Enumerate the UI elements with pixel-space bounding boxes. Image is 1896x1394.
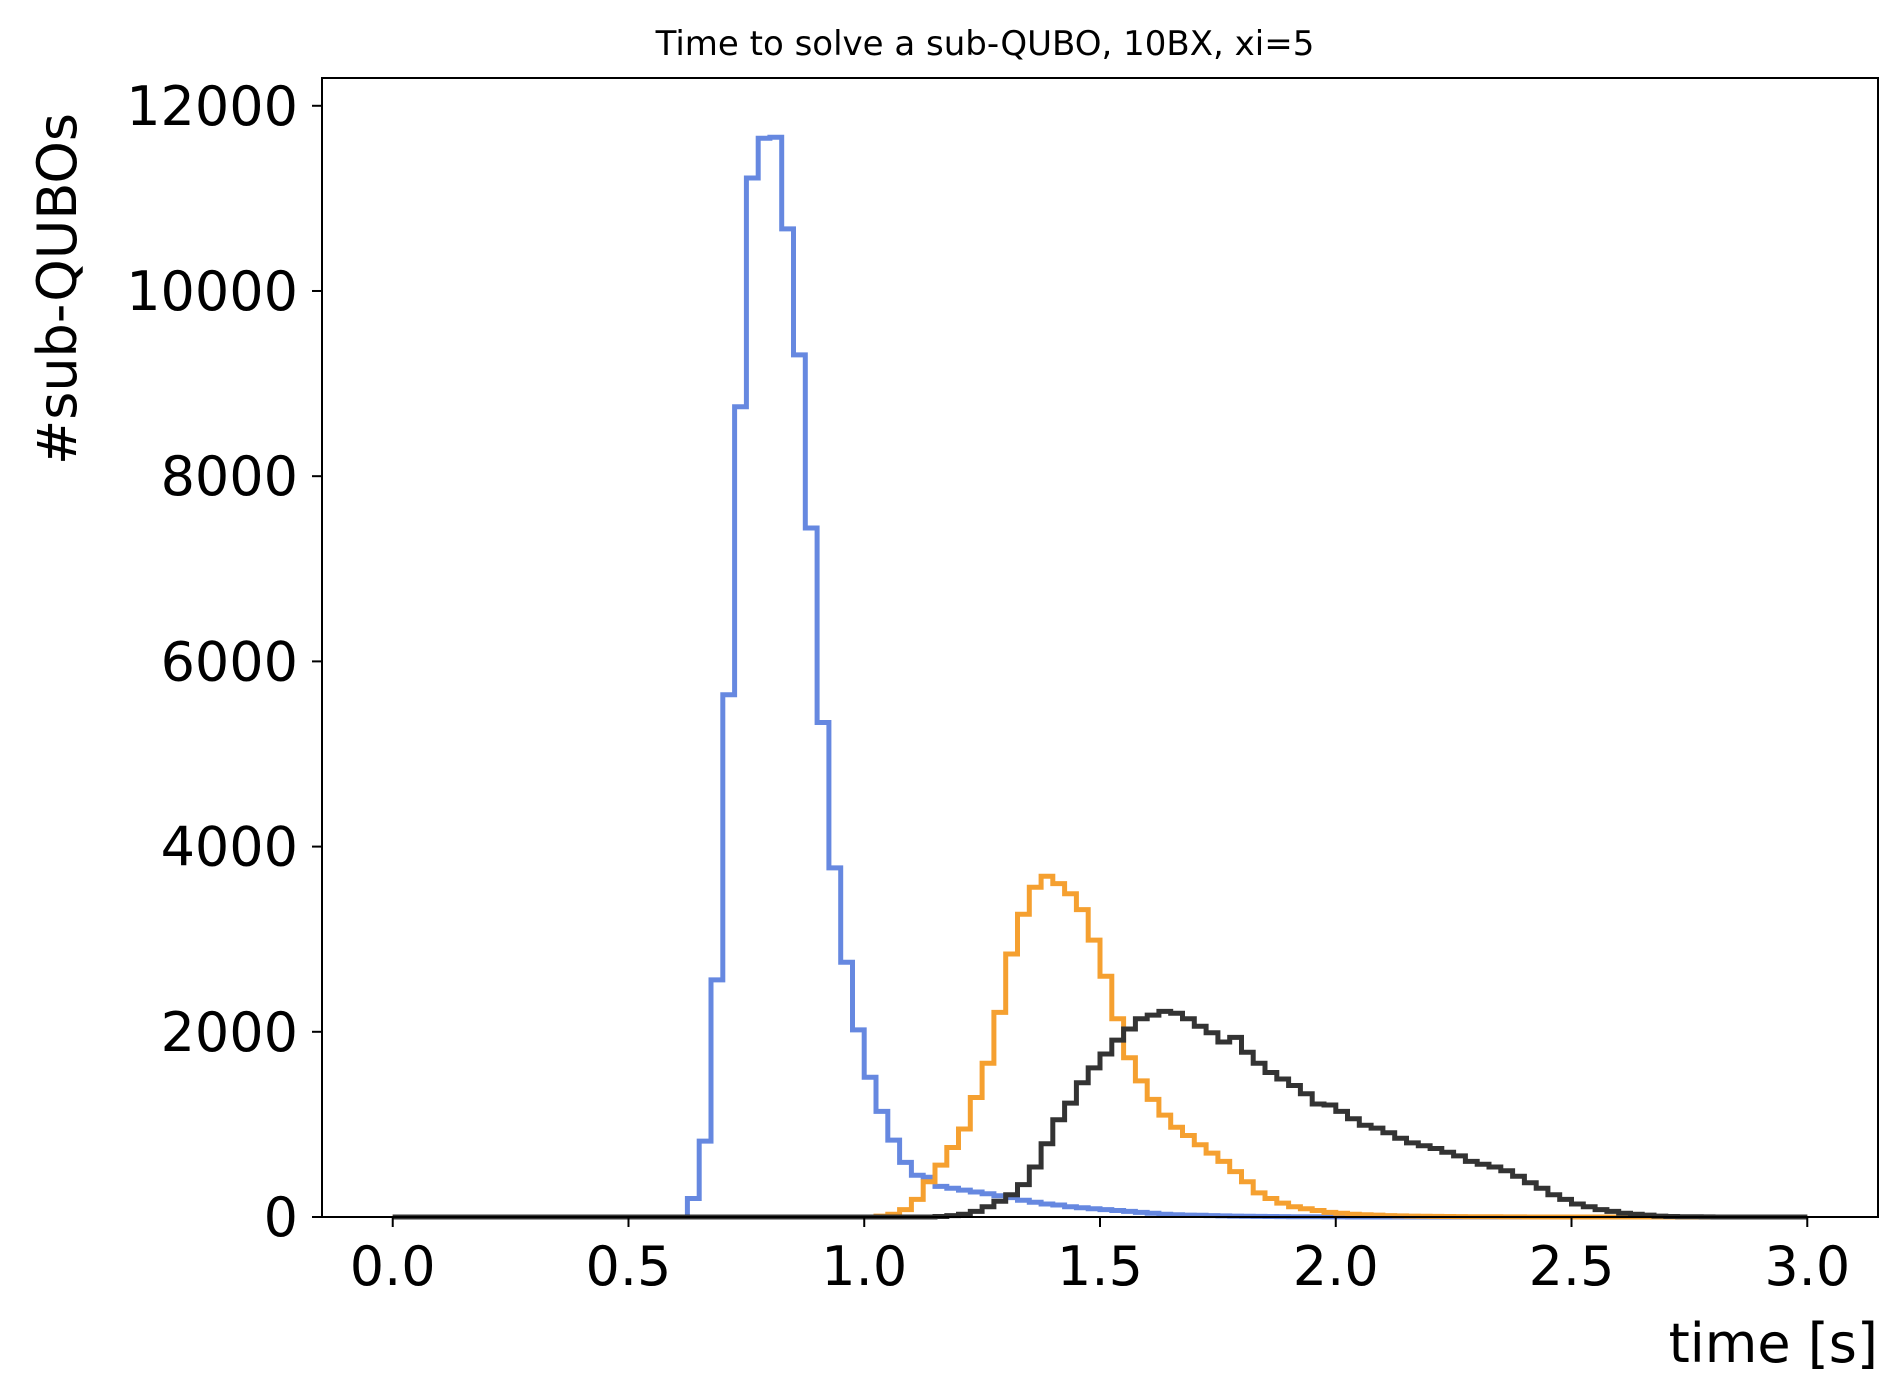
histogram-series-3 [392,1008,1808,1220]
x-tick-label: 1.5 [1057,1235,1143,1298]
plot-area [392,134,1808,1220]
y-tick-label: 12000 [126,75,298,138]
y-tick-label: 2000 [161,1001,298,1064]
x-tick-label: 0.0 [350,1235,436,1298]
x-tick-label: 2.5 [1529,1235,1615,1298]
x-tick-label: 0.5 [586,1235,672,1298]
x-tick-label: 1.0 [821,1235,907,1298]
histogram-series-2 [392,873,1808,1220]
x-tick-label: 3.0 [1764,1235,1850,1298]
x-axis-label: time [s] [1669,1312,1878,1375]
y-tick-label: 6000 [161,630,298,693]
y-axis-label: #sub-QUBOs [26,113,89,465]
y-tick-label: 10000 [126,260,298,323]
x-tick-label: 2.0 [1293,1235,1379,1298]
axes: 0.0 0.5 1.0 1.5 2.0 2.5 3.0 0 2000 4000 6000 8000 10… [126,75,1879,1298]
y-tick-label: 8000 [161,445,298,508]
plot-frame [321,77,1879,1218]
y-tick-label: 0 [264,1186,298,1249]
y-tick-label: 4000 [161,816,298,879]
chart-title: Time to solve a sub-QUBO, 10BX, xi=5 [655,24,1315,64]
